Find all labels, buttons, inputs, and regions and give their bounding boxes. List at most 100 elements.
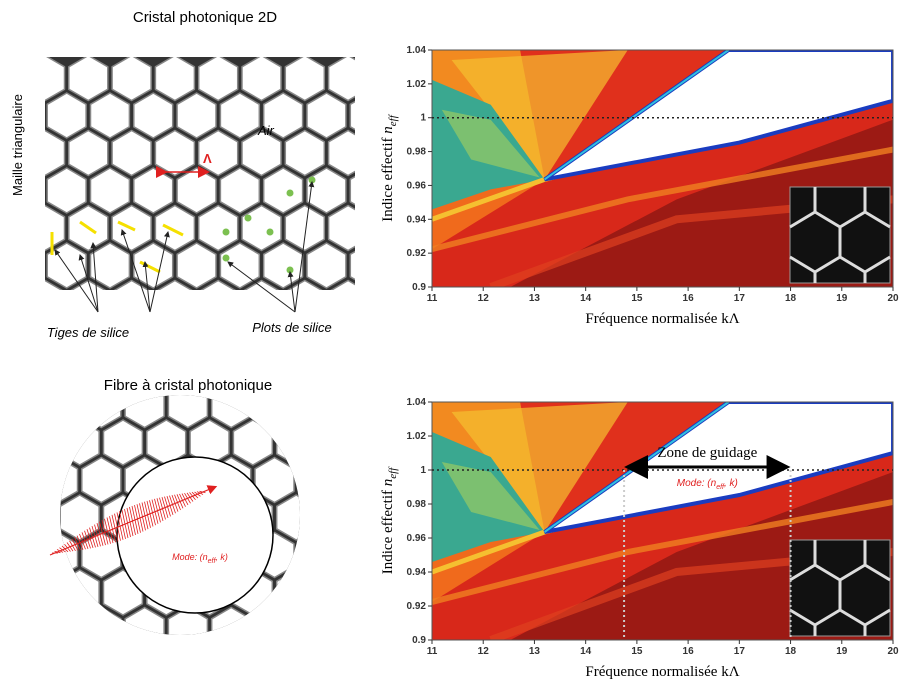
air-hole	[284, 204, 326, 252]
x-tick-label: 11	[427, 646, 438, 657]
x-tick-label: 14	[580, 293, 592, 304]
air-hole	[133, 167, 174, 214]
air-hole	[297, 456, 300, 504]
air-hole	[197, 204, 239, 252]
air-hole	[124, 395, 165, 429]
air-hole	[330, 279, 355, 290]
air-hole	[284, 129, 326, 177]
y-tick-label: 0.92	[407, 601, 427, 612]
y-tick-label: 1.02	[407, 79, 427, 90]
air-hole	[349, 100, 355, 131]
air-hole	[243, 279, 280, 290]
y-tick-label: 0.94	[407, 567, 427, 578]
x-tick-label: 18	[785, 293, 797, 304]
air-hole	[113, 279, 150, 290]
x-tick-label: 15	[631, 293, 643, 304]
lattice	[45, 57, 411, 326]
guide-label: Zone de guidage	[657, 445, 757, 461]
mode-text: , k)	[215, 552, 228, 562]
air-hole	[89, 167, 131, 214]
air-hole	[111, 129, 152, 177]
air-hole	[197, 129, 239, 177]
y-label-text: Indice effectif	[380, 134, 396, 222]
mode-text: Mode: (	[172, 552, 204, 562]
y-tick-label: 1.02	[407, 431, 427, 442]
air-hole	[320, 570, 359, 615]
air-hole	[154, 57, 196, 102]
panel-title: Cristal photonique 2D	[133, 9, 277, 26]
y-tick-label: 0.96	[407, 180, 427, 191]
air-hole	[349, 250, 355, 281]
pointer-arrows	[54, 181, 315, 313]
air-hole	[154, 204, 196, 252]
x-tick-label: 17	[734, 646, 746, 657]
air-hole	[262, 92, 304, 139]
y-label-var: n	[380, 126, 396, 134]
x-tick-label: 17	[734, 293, 746, 304]
x-tick-label: 13	[529, 646, 541, 657]
mode-label: Mode: (neff, k)	[677, 478, 738, 491]
mode-var: n	[203, 552, 208, 562]
air-hole	[254, 606, 295, 635]
x-tick-label: 13	[529, 293, 541, 304]
y-axis-label: Indice effectif neff	[380, 113, 399, 221]
y-tick-label: 0.9	[412, 635, 426, 646]
mode-sub: eff	[716, 484, 725, 491]
air-hole	[349, 175, 355, 206]
air-hole	[167, 395, 209, 429]
y-label-var: n	[380, 479, 396, 487]
air-hole	[176, 92, 217, 139]
air-hole	[306, 167, 347, 214]
mode-text: Mode: (	[677, 478, 713, 489]
x-tick-label: 12	[478, 293, 490, 304]
air-hole	[241, 204, 282, 252]
x-tick-label: 18	[785, 646, 797, 657]
mode-text: , k)	[724, 478, 738, 489]
air-hole	[89, 92, 131, 139]
air-hole	[262, 167, 304, 214]
nodes-label: Plots de silice	[252, 320, 331, 335]
air-hole	[327, 129, 355, 177]
air-hole	[219, 167, 261, 214]
air-label: Air	[257, 123, 275, 138]
mode-sub: eff	[208, 558, 217, 565]
silica-nodes	[222, 176, 316, 274]
air-hole	[102, 419, 144, 466]
x-tick-label: 16	[683, 646, 695, 657]
y-tick-label: 0.98	[407, 147, 427, 158]
inset-pattern	[789, 540, 891, 636]
air-hole	[89, 242, 131, 289]
x-tick-label: 19	[836, 293, 848, 304]
x-tick-label: 20	[887, 293, 899, 304]
air-hole	[219, 92, 261, 139]
air-hole	[46, 167, 87, 214]
air-hole	[46, 92, 87, 139]
air-hole	[372, 281, 411, 326]
air-hole	[320, 420, 359, 465]
air-hole	[45, 129, 66, 177]
air-hole	[241, 57, 282, 102]
y-label-sub: eff	[387, 466, 399, 479]
air-hole	[45, 57, 66, 102]
air-hole	[275, 494, 300, 541]
air-hole	[45, 204, 66, 252]
side-label: Maille triangulaire	[10, 94, 25, 196]
mode-label: Mode: (neff, k)	[172, 552, 228, 565]
air-hole	[297, 606, 300, 635]
air-hole	[68, 57, 109, 102]
y-tick-label: 1.04	[407, 397, 427, 408]
y-tick-label: 0.98	[407, 499, 427, 510]
x-tick-label: 12	[478, 646, 490, 657]
y-label-sub: eff	[387, 113, 399, 126]
air-hole	[157, 279, 193, 290]
y-tick-label: 0.96	[407, 533, 427, 544]
heatmap-chart: 0.9 0.92 0.94 0.96 0.98 1 1.02 1.04 11 12 13 14 15 16…	[380, 397, 899, 680]
air-hole	[297, 395, 300, 429]
x-tick-label: 15	[631, 646, 643, 657]
x-axis-label: Fréquence normalisée kΛ	[585, 311, 739, 327]
y-tick-label: 0.92	[407, 248, 427, 259]
x-tick-label: 20	[887, 646, 899, 657]
air-hole	[241, 129, 282, 177]
air-hole	[60, 395, 79, 429]
